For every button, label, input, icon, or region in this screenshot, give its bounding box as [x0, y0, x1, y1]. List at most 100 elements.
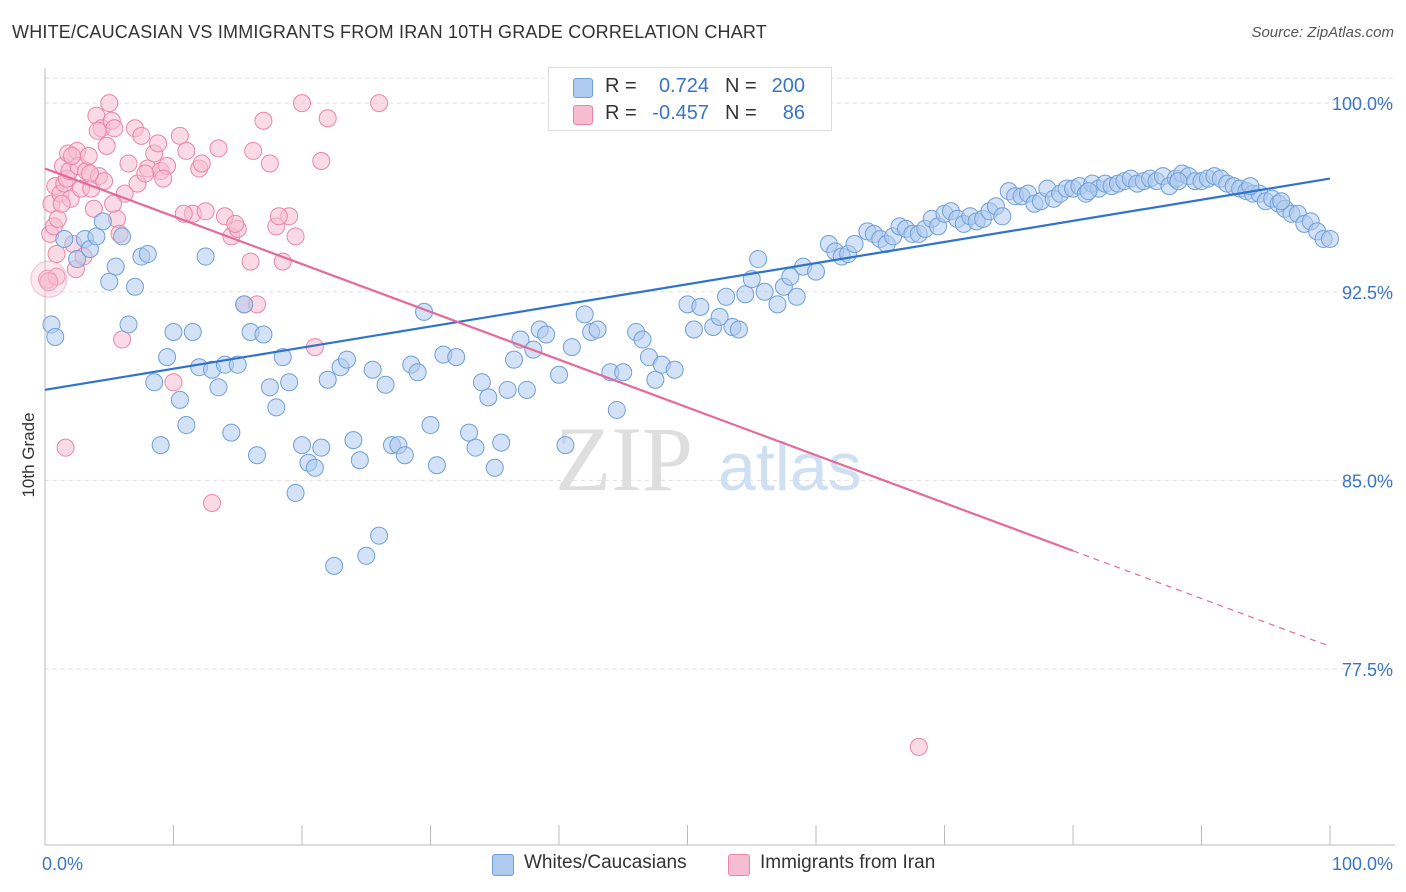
data-point-whites — [736, 285, 755, 304]
data-point-whites — [254, 325, 273, 344]
data-point-whites — [305, 458, 324, 477]
legend-n-value: 86 — [782, 102, 805, 124]
x-tick-label: 100.0% — [1332, 854, 1393, 874]
data-point-whites — [138, 245, 157, 264]
data-point-iran — [115, 184, 134, 203]
y-tick-label: 92.5% — [1342, 283, 1393, 303]
trend-line-iran-extrapolated — [1072, 550, 1331, 647]
data-point-iran — [80, 164, 99, 183]
data-point-whites — [119, 315, 138, 334]
data-point-iran — [286, 227, 305, 246]
legend-row-iran: R = -0.457 N = 86 — [549, 102, 831, 126]
trend-line-iran — [44, 167, 1074, 552]
data-point-whites — [248, 446, 267, 465]
data-point-whites — [710, 307, 729, 326]
watermark-zip: ZIP — [555, 408, 693, 510]
data-point-whites — [273, 348, 292, 367]
data-point-whites — [684, 320, 703, 339]
legend-n-label: N = — [725, 75, 757, 97]
data-point-iran — [30, 260, 68, 298]
data-point-whites — [556, 436, 575, 455]
data-point-whites — [164, 322, 183, 341]
data-point-iran — [192, 154, 211, 173]
data-point-whites — [170, 390, 189, 409]
data-point-iran — [39, 272, 59, 292]
trend-line-whites — [44, 177, 1331, 391]
legend-label-whites: Whites/Caucasians — [524, 852, 687, 873]
data-point-whites — [363, 360, 382, 379]
data-point-whites — [993, 207, 1012, 226]
data-point-whites — [517, 380, 536, 399]
data-point-whites — [575, 305, 594, 324]
data-point-whites — [260, 378, 279, 397]
data-point-whites — [158, 348, 177, 367]
data-point-whites — [498, 380, 517, 399]
data-point-iran — [119, 154, 138, 173]
data-point-whites — [755, 282, 774, 301]
data-point-iran — [196, 202, 215, 221]
chart-title: WHITE/CAUCASIAN VS IMMIGRANTS FROM IRAN … — [12, 22, 768, 42]
data-point-whites — [145, 373, 164, 392]
data-point-whites — [421, 416, 440, 435]
data-point-iran — [47, 245, 66, 264]
data-point-whites — [196, 247, 215, 266]
data-point-whites — [485, 458, 504, 477]
data-point-iran — [244, 141, 263, 160]
data-point-iran — [48, 209, 67, 228]
data-point-whites — [633, 330, 652, 349]
series-immigrants-from-iran — [30, 94, 928, 756]
tick-labels: 100.0% 92.5% 85.0% 77.5% 0.0% 100.0% — [42, 94, 1393, 874]
data-point-whites — [588, 320, 607, 339]
data-point-whites — [427, 456, 446, 475]
data-point-whites — [1169, 172, 1188, 191]
data-point-whites — [183, 322, 202, 341]
correlation-legend: R = 0.724 N = 200 R = -0.457 N = 86 — [548, 67, 832, 131]
data-point-whites — [68, 250, 87, 269]
data-point-whites — [350, 451, 369, 470]
data-point-whites — [614, 363, 633, 382]
data-point-iran — [909, 737, 928, 756]
data-point-whites — [177, 416, 196, 435]
y-axis-label: 10th Grade — [19, 412, 38, 497]
legend-n-value: 200 — [771, 75, 805, 97]
legend-r-value: 0.724 — [658, 75, 709, 97]
data-point-whites — [460, 423, 479, 442]
data-point-iran — [62, 146, 81, 165]
data-point-whites — [447, 348, 466, 367]
data-point-whites — [717, 287, 736, 306]
data-point-whites — [1079, 182, 1098, 201]
data-point-whites — [1272, 192, 1291, 211]
data-point-iran — [149, 134, 168, 153]
data-point-whites — [106, 257, 125, 276]
data-point-whites — [562, 338, 581, 357]
data-point-whites — [325, 556, 344, 575]
data-point-whites — [607, 400, 626, 419]
y-tick-label: 77.5% — [1342, 660, 1393, 680]
data-point-iran — [79, 146, 98, 165]
source-label: Source: ZipAtlas.com — [1251, 24, 1394, 41]
watermark: ZIP atlas — [555, 408, 862, 510]
data-point-whites — [537, 325, 556, 344]
data-point-iran — [113, 330, 132, 349]
data-point-whites — [293, 436, 311, 455]
data-point-whites — [646, 370, 665, 389]
data-point-iran — [318, 109, 337, 128]
trend-lines — [44, 167, 1331, 647]
data-point-whites — [55, 229, 74, 248]
data-point-iran — [241, 252, 260, 271]
legend-swatch-pink — [573, 105, 593, 125]
data-point-whites — [286, 483, 305, 502]
data-point-whites — [768, 295, 787, 314]
data-point-iran — [100, 94, 119, 113]
data-point-whites — [125, 277, 144, 296]
data-point-iran — [170, 126, 189, 145]
data-point-whites — [395, 446, 414, 465]
data-point-whites — [749, 250, 768, 269]
data-point-iran — [203, 493, 222, 512]
data-point-whites — [280, 373, 299, 392]
legend-swatch-pink — [728, 854, 750, 876]
data-point-whites — [344, 431, 363, 450]
data-point-whites — [209, 378, 228, 397]
data-point-iran — [56, 438, 75, 457]
data-point-whites — [370, 526, 389, 545]
